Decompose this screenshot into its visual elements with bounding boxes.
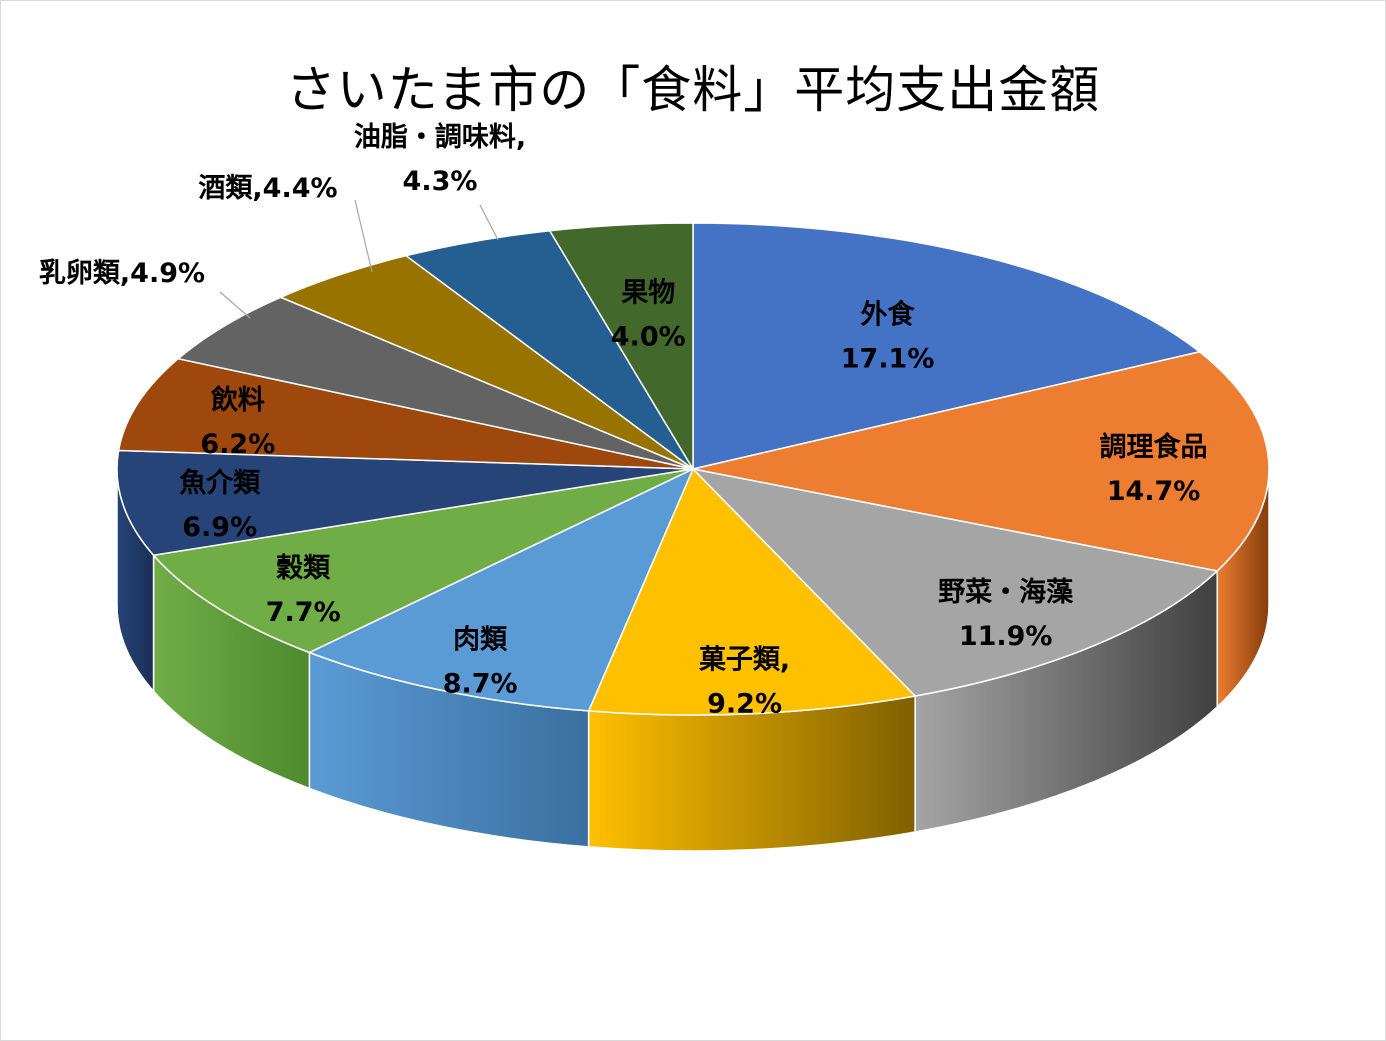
chart-title: さいたま市の「食料」平均支出金額	[285, 61, 1101, 119]
category-label-2: 野菜・海藻	[938, 577, 1074, 608]
category-label-10: 油脂・調味料,	[354, 121, 526, 153]
pie-sides	[116, 468, 1270, 852]
pie-slice-7	[117, 357, 694, 470]
category-label-1: 調理食品	[1100, 431, 1208, 463]
category-label-4: 肉類	[453, 625, 508, 656]
category-label-6: 魚介類	[179, 467, 261, 499]
value-label-7: 6.2%	[200, 429, 275, 460]
pie-slices	[116, 222, 1270, 716]
category-label-11: 果物	[621, 278, 675, 309]
leader-line-9	[354, 199, 373, 273]
data-label-9: 酒類,4.4%	[198, 173, 337, 204]
category-label-5: 穀類	[276, 553, 331, 584]
value-label-1: 14.7%	[1107, 476, 1201, 507]
leader-line-8	[219, 291, 251, 319]
pie-slice-1	[692, 351, 1270, 572]
pie-slice-11	[548, 222, 694, 472]
pie-slice-0	[692, 222, 1202, 470]
category-label-3: 菓子類,	[698, 644, 790, 675]
value-label-3: 9.2%	[707, 688, 782, 719]
pie-slice-4	[307, 467, 695, 712]
leader-lines	[219, 199, 499, 319]
data-label-8: 乳卵類,4.9%	[39, 258, 205, 289]
value-label-0: 17.1%	[841, 344, 935, 375]
value-label-6: 6.9%	[182, 512, 257, 543]
category-label-7: 飲料	[210, 384, 265, 416]
value-label-4: 8.7%	[443, 669, 518, 700]
pie-slice-2	[690, 467, 1219, 697]
pie-slice-3	[587, 467, 917, 716]
leader-line-10	[479, 204, 499, 241]
pie-slice-5	[152, 468, 694, 654]
pie-slice-6	[116, 449, 694, 557]
value-label-11: 4.0%	[611, 322, 686, 353]
category-label-0: 外食	[861, 299, 916, 331]
value-label-10: 4.3%	[403, 166, 478, 197]
value-label-5: 7.7%	[266, 597, 341, 628]
data-labels: 外食 17.1% 調理食品 14.7% 野菜・海藻 11.9% 菓子類, 9.2% 肉類 8.7%…	[39, 121, 1208, 719]
pie-slice-8	[176, 296, 694, 470]
value-label-2: 11.9%	[959, 621, 1053, 652]
